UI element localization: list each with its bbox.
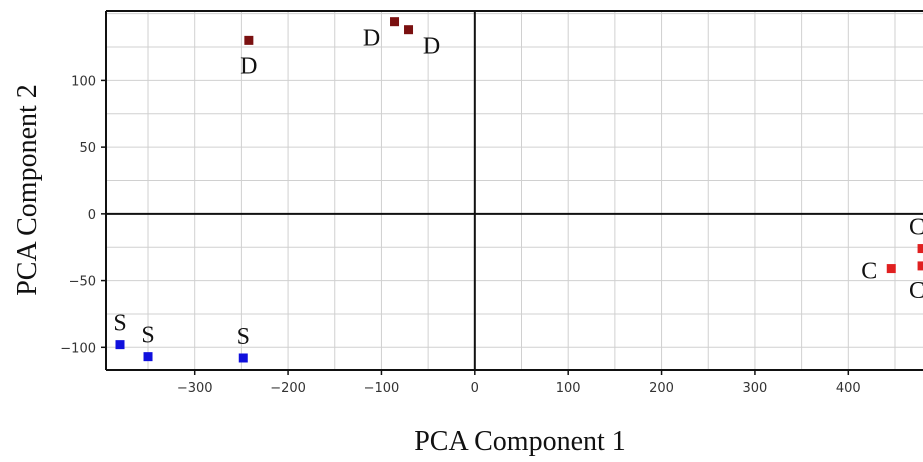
y-tick-label: 50 bbox=[79, 141, 96, 156]
x-tick-label: −100 bbox=[364, 381, 400, 396]
x-axis-title: PCA Component 1 bbox=[414, 426, 626, 457]
y-tick-label: 100 bbox=[71, 74, 96, 89]
point-label: C bbox=[909, 278, 923, 304]
data-point bbox=[244, 35, 254, 45]
data-point bbox=[390, 17, 400, 27]
x-tick-label: 400 bbox=[836, 381, 861, 396]
x-tick-label: −200 bbox=[270, 381, 306, 396]
data-point bbox=[143, 352, 153, 362]
data-point bbox=[238, 353, 248, 363]
grid-layer bbox=[106, 11, 923, 370]
data-points bbox=[115, 17, 923, 363]
data-point bbox=[404, 25, 414, 35]
point-label: S bbox=[113, 311, 126, 337]
point-label: D bbox=[240, 53, 257, 79]
point-label: C bbox=[861, 259, 877, 285]
x-tick-label: 200 bbox=[649, 381, 674, 396]
zero-lines bbox=[106, 11, 923, 370]
x-tick-label: 100 bbox=[556, 381, 581, 396]
axis-ticks: −300 −200 −100 0 100 200 300 400 −100 −50 0 50 100 bbox=[60, 74, 860, 396]
point-label: C bbox=[909, 215, 923, 241]
plot-frame bbox=[105, 10, 923, 371]
x-tick-label: 0 bbox=[471, 381, 479, 396]
y-tick-label: −100 bbox=[60, 341, 96, 356]
data-point bbox=[917, 261, 923, 271]
data-point bbox=[917, 244, 923, 254]
point-label: D bbox=[363, 26, 380, 52]
data-point bbox=[115, 340, 125, 350]
y-tick-label: 0 bbox=[88, 208, 96, 223]
point-label: S bbox=[237, 324, 250, 350]
y-axis-title: PCA Component 2 bbox=[12, 84, 43, 296]
y-tick-label: −50 bbox=[69, 275, 96, 290]
point-label: S bbox=[141, 323, 154, 349]
point-label: D bbox=[423, 34, 440, 60]
x-tick-label: 300 bbox=[743, 381, 768, 396]
data-point bbox=[886, 264, 896, 274]
x-tick-label: −300 bbox=[177, 381, 213, 396]
